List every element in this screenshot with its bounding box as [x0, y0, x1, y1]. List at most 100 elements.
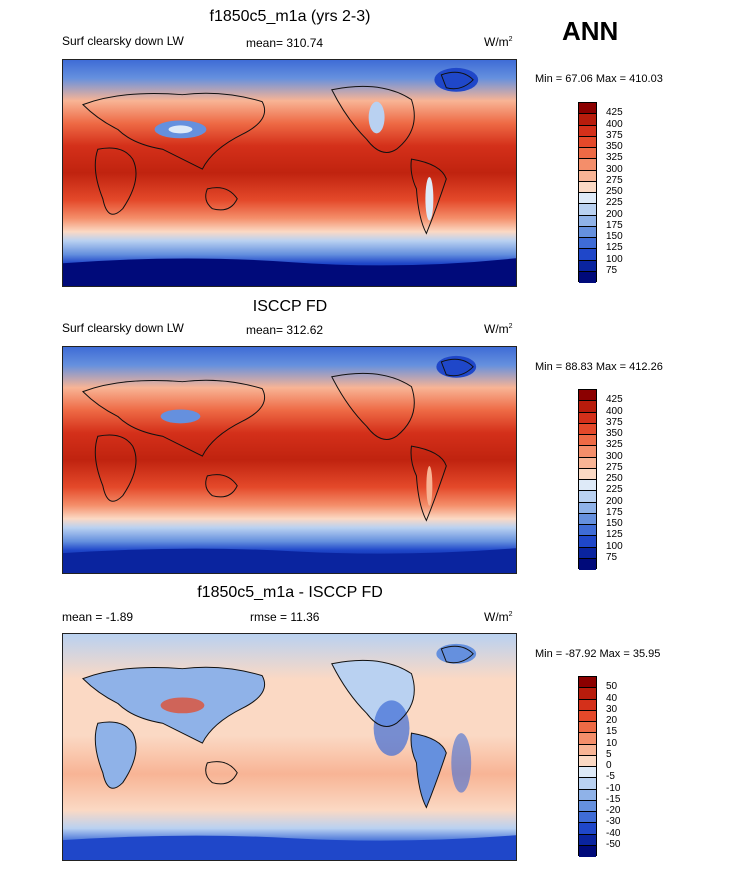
colorbar-label: 325: [606, 439, 623, 451]
colorbar-label: 250: [606, 186, 623, 197]
panel-3-title: f1850c5_m1a - ISCCP FD: [197, 584, 383, 601]
colorbar-swatch: [579, 136, 596, 148]
colorbar-label: 375: [606, 416, 623, 428]
panel-1-variable-label: Surf clearsky down LW: [62, 34, 184, 48]
colorbar-swatch: [579, 423, 596, 435]
colorbar-label: 15: [606, 726, 618, 738]
colorbar-swatch: [579, 525, 596, 537]
colorbar-label: 225: [606, 484, 623, 496]
colorbar-swatch: [579, 513, 596, 525]
colorbar-label: 425: [606, 394, 623, 406]
colorbar-swatch: [579, 491, 596, 503]
colorbar-swatch: [579, 215, 596, 227]
colorbar-swatch: [579, 823, 596, 835]
colorbar-swatch: [579, 558, 596, 570]
panel-1-map: [62, 59, 517, 287]
colorbar-label: -30: [606, 816, 621, 828]
colorbar-label: 350: [606, 141, 623, 152]
colorbar-swatch: [579, 767, 596, 779]
colorbar-label: 375: [606, 129, 623, 141]
panel-2-units: W/m2: [484, 322, 513, 336]
colorbar-label: 200: [606, 495, 623, 507]
panel-2-minmax: Min = 88.83 Max = 412.26: [535, 361, 663, 373]
colorbar-swatch: [579, 468, 596, 480]
colorbar-swatch: [579, 699, 596, 711]
panel-1-map-field: [63, 60, 516, 286]
colorbar-label: -40: [606, 827, 621, 839]
colorbar-swatch: [579, 710, 596, 722]
colorbar-label: 175: [606, 219, 623, 231]
panel-1-colorbar: [578, 102, 597, 283]
colorbar-label: 350: [606, 428, 623, 439]
colorbar-label: 50: [606, 681, 618, 693]
colorbar-swatch: [579, 114, 596, 126]
colorbar-label: 100: [606, 540, 623, 552]
colorbar-swatch: [579, 446, 596, 458]
colorbar-label: 0: [606, 760, 612, 771]
colorbar-label: 425: [606, 107, 623, 119]
colorbar-label: 400: [606, 405, 623, 417]
colorbar-swatch: [579, 412, 596, 424]
colorbar-label: 75: [606, 264, 618, 276]
colorbar-label: 5: [606, 748, 612, 760]
colorbar-label: -50: [606, 838, 621, 850]
colorbar-swatch: [579, 733, 596, 745]
colorbar-label: 125: [606, 242, 623, 254]
colorbar-label: -5: [606, 771, 615, 783]
panel-3-colorbar: [578, 676, 597, 857]
colorbar-label: 300: [606, 163, 623, 175]
colorbar-label: 400: [606, 118, 623, 130]
colorbar-swatch: [579, 193, 596, 205]
colorbar-label: 200: [606, 208, 623, 220]
panel-1-mean-label: mean= 310.74: [246, 36, 324, 50]
colorbar-label: 225: [606, 197, 623, 209]
colorbar-swatch: [579, 502, 596, 514]
colorbar-label: 40: [606, 692, 618, 704]
colorbar-swatch: [579, 457, 596, 469]
panel-2-map: [62, 346, 517, 574]
colorbar-label: -10: [606, 782, 621, 794]
colorbar-swatch: [579, 204, 596, 216]
panel-2-mean-label: mean= 312.62: [246, 323, 324, 337]
colorbar-swatch: [579, 170, 596, 182]
colorbar-swatch: [579, 547, 596, 559]
colorbar-swatch: [579, 789, 596, 801]
colorbar-swatch: [579, 103, 596, 115]
panel-2-variable-label: Surf clearsky down LW: [62, 321, 184, 335]
colorbar-swatch: [579, 148, 596, 160]
colorbar-swatch: [579, 800, 596, 812]
colorbar-swatch: [579, 722, 596, 734]
colorbar-swatch: [579, 480, 596, 492]
colorbar-label: 20: [606, 715, 618, 726]
colorbar-swatch: [579, 226, 596, 238]
colorbar-swatch: [579, 677, 596, 689]
panel-2-map-field: [63, 347, 516, 573]
colorbar-swatch: [579, 845, 596, 857]
colorbar-swatch: [579, 812, 596, 824]
colorbar-swatch: [579, 744, 596, 756]
colorbar-label: 150: [606, 518, 623, 529]
colorbar-label: 275: [606, 174, 623, 186]
colorbar-swatch: [579, 401, 596, 413]
panel-2-colorbar: [578, 389, 597, 570]
colorbar-swatch: [579, 271, 596, 283]
panel-3-units: W/m2: [484, 610, 513, 624]
colorbar-swatch: [579, 125, 596, 137]
colorbar-label: 250: [606, 473, 623, 484]
colorbar-swatch: [579, 834, 596, 846]
season-label: ANN: [562, 16, 619, 46]
colorbar-label: 325: [606, 152, 623, 164]
colorbar-label: 150: [606, 231, 623, 242]
colorbar-label: 275: [606, 461, 623, 473]
panel-3-mean-label: mean = -1.89: [62, 610, 134, 624]
colorbar-swatch: [579, 159, 596, 171]
colorbar-label: 125: [606, 529, 623, 541]
colorbar-swatch: [579, 688, 596, 700]
colorbar-swatch: [579, 181, 596, 193]
panel-3-map-field: [63, 634, 516, 860]
colorbar-swatch: [579, 260, 596, 272]
panel-1-units: W/m2: [484, 35, 513, 49]
colorbar-swatch: [579, 435, 596, 447]
colorbar-swatch: [579, 238, 596, 250]
colorbar-label: 30: [606, 703, 618, 715]
